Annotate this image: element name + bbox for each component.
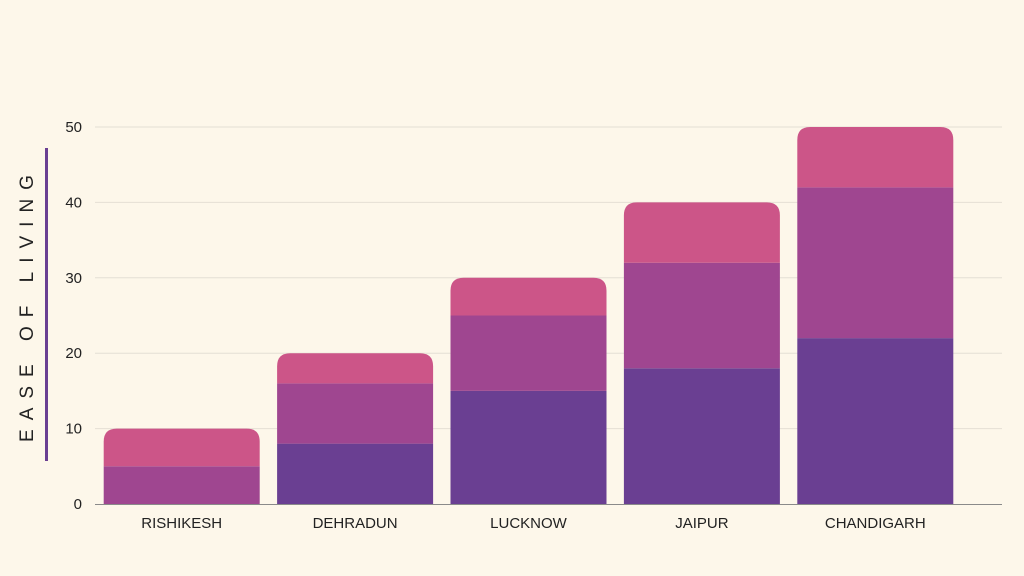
x-tick-label: LUCKNOW — [490, 515, 568, 532]
y-tick-label: 10 — [65, 421, 82, 438]
bar-segment — [797, 127, 954, 188]
y-tick-label: 0 — [74, 496, 82, 513]
y-tick-label: 40 — [65, 194, 82, 211]
bar-segment — [797, 338, 954, 504]
bar-segment — [623, 368, 780, 504]
bar-segment — [103, 428, 260, 467]
y-tick-label: 30 — [65, 270, 82, 287]
bar-segment — [277, 443, 434, 504]
bar-segment — [623, 202, 780, 263]
bar-segment — [450, 277, 607, 316]
y-axis-title-group: EASE OF LIVING — [0, 148, 60, 461]
bar-segment — [450, 315, 607, 391]
bar-segment — [277, 353, 434, 384]
bar-segment — [103, 466, 260, 504]
x-tick-label: RISHIKESH — [141, 515, 222, 532]
bar-segment — [277, 383, 434, 444]
bar-segment — [797, 187, 954, 339]
y-tick-label: 20 — [65, 345, 82, 362]
x-tick-label: DEHRADUN — [313, 515, 398, 532]
bar-segment — [450, 390, 607, 504]
x-tick-label: JAIPUR — [675, 515, 729, 532]
bar-segment — [623, 262, 780, 369]
x-tick-label: CHANDIGARH — [825, 515, 926, 532]
y-tick-label: 50 — [65, 119, 82, 136]
y-axis-accent-bar — [45, 148, 48, 461]
y-axis-title: EASE OF LIVING — [17, 166, 38, 442]
